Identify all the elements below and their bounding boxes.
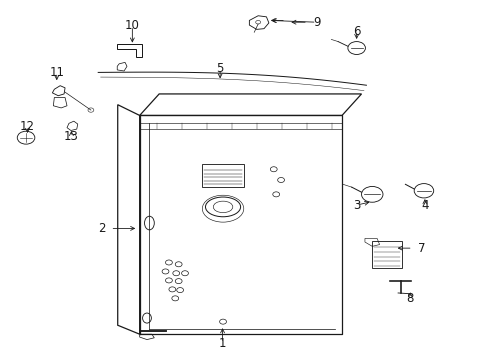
Text: 11: 11 bbox=[49, 66, 64, 79]
Text: 10: 10 bbox=[124, 19, 140, 32]
Text: 2: 2 bbox=[98, 222, 105, 235]
Text: 8: 8 bbox=[406, 292, 413, 305]
Text: 4: 4 bbox=[420, 199, 428, 212]
Bar bbox=[371, 241, 401, 268]
Bar bbox=[202, 164, 244, 187]
Text: 6: 6 bbox=[352, 25, 360, 38]
Text: 1: 1 bbox=[218, 337, 226, 350]
Text: 5: 5 bbox=[216, 62, 224, 75]
Text: 12: 12 bbox=[20, 120, 35, 133]
Text: 13: 13 bbox=[64, 130, 79, 144]
Text: 3: 3 bbox=[352, 199, 360, 212]
Text: 7: 7 bbox=[417, 242, 424, 255]
Text: 9: 9 bbox=[312, 16, 320, 29]
